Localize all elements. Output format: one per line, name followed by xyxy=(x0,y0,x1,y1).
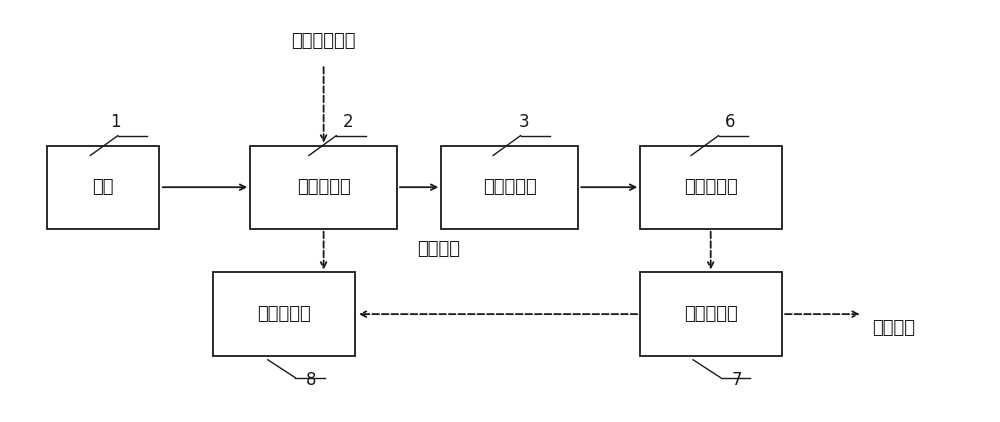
Text: 光学调制器: 光学调制器 xyxy=(297,178,350,196)
Bar xyxy=(213,273,355,356)
Text: 2: 2 xyxy=(343,113,353,131)
Text: 7: 7 xyxy=(732,371,742,389)
Bar xyxy=(640,146,782,229)
Bar xyxy=(640,273,782,356)
Text: 光学滤波器: 光学滤波器 xyxy=(483,178,537,196)
Bar xyxy=(250,146,397,229)
Text: 6: 6 xyxy=(725,113,736,131)
Text: 射频输入: 射频输入 xyxy=(417,240,460,258)
Text: 3: 3 xyxy=(519,113,530,131)
Bar xyxy=(441,146,578,229)
Text: 射频功分器: 射频功分器 xyxy=(684,305,738,323)
Text: 光电探测器: 光电探测器 xyxy=(684,178,738,196)
Text: 射频输出: 射频输出 xyxy=(872,319,915,337)
Text: 外部射频输入: 外部射频输入 xyxy=(291,32,356,50)
Text: 射频放大器: 射频放大器 xyxy=(258,305,311,323)
Text: 8: 8 xyxy=(306,371,316,389)
Text: 1: 1 xyxy=(111,113,121,131)
Text: 光源: 光源 xyxy=(92,178,114,196)
Bar xyxy=(47,146,159,229)
